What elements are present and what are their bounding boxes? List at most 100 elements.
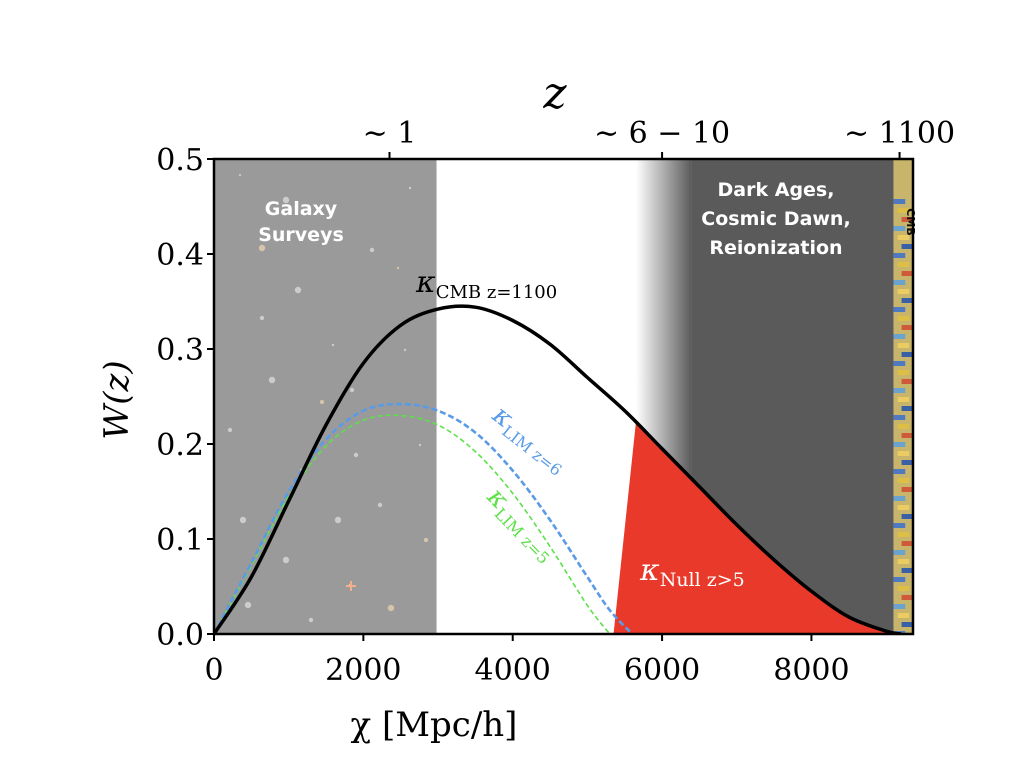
galaxy-dot [377,502,383,508]
cmb-speckle [897,208,910,213]
galaxy-surveys-label: Surveys [258,224,344,246]
cmb-speckle [901,595,913,600]
cmb-speckle [897,235,910,240]
cmb-speckle [901,244,913,249]
galaxy-dot [239,516,247,524]
cmb-speckle [893,496,906,501]
top-axis-label: z [542,68,567,119]
galaxy-surveys-region [214,159,437,634]
galaxy-dot [418,443,422,447]
cmb-speckle [901,622,913,627]
cmb-speckle [897,613,910,618]
cmb-label: CMB [904,208,917,235]
lim-z6-label-text: κLIM z=6 [484,399,574,479]
cmb-speckle [893,550,906,555]
null-region [613,422,902,634]
cmb-speckle [901,568,913,573]
lim-z5-label: κLIM z=5 [480,481,553,568]
x-tick-label: 4000 [475,653,551,688]
galaxy-dot [423,537,429,543]
axes: 0 2000 4000 6000 8000 0.0 0.1 0.2 0.3 0.4 0.5 ∼ 1 ∼ … [97,68,955,745]
null-region-label-symbol: κ [639,553,660,588]
cmb-speckle [901,271,913,276]
lim-z6-label-subscript: LIM z=6 [498,421,565,479]
cmb-curve [214,304,902,634]
top-tick-label: ∼ 1100 [844,116,955,151]
cmb-speckle [893,361,906,366]
y-tick-label: 0.0 [156,618,204,653]
galaxy-dot [316,210,320,214]
galaxy-dot [408,186,412,190]
lim-z5-curve [214,414,611,634]
cmb-speckle [897,478,910,483]
cmb-speckle [901,352,913,357]
cmb-curve-label-subscript: CMB z=1100 [436,282,558,303]
null-region-label-subscript: Null z>5 [660,569,745,591]
top-tick-label: ∼ 6 − 10 [594,116,730,151]
galaxy-dot [334,516,342,524]
galaxy-dot [319,399,325,405]
y-tick-label: 0.4 [156,238,204,273]
cmb-speckle [893,334,906,339]
cmb-speckle [893,307,906,312]
dark-ages-label: Reionization [709,237,842,259]
cmb-speckle [893,469,906,474]
galaxy-dot [282,556,290,564]
cmb-speckle [893,388,906,393]
cmb-speckle [897,505,910,510]
galaxy-dot [282,196,290,204]
cmb-speckle [893,442,906,447]
cmb-speckle [901,379,913,384]
plot-frame [212,157,915,636]
cmb-curve-label: κCMB z=1100 [415,265,557,303]
cmb-speckle [901,487,913,492]
cmb-speckle [897,586,910,591]
x-tick-label: 8000 [773,653,849,688]
cmb-speckle [901,217,913,222]
cmb-speckle [897,451,910,456]
galaxy-dot [244,601,252,609]
curves [214,304,902,634]
null-region-label-text: κNull z>5 [639,553,745,591]
y-tick-label: 0.2 [156,428,204,463]
cmb-speckle [897,316,910,321]
cmb-speckle [893,280,906,285]
cmb-speckle [901,514,913,519]
galaxy-dot [294,286,302,294]
galaxy-dot [258,244,266,252]
cmb-speckle [893,226,906,231]
cmb-speckle [893,523,906,528]
galaxy-surveys-label: Galaxy [265,198,338,220]
x-tick-label: 2000 [325,653,401,688]
cmb-speckle [893,199,906,204]
cmb-speckle [897,370,910,375]
x-axis-label: χ [Mpc/h] [351,705,518,745]
lim-z6-label: κLIM z=6 [484,399,574,479]
cmb-speckle [893,577,906,582]
y-tick-label: 0.5 [156,143,204,178]
bright-star-icon [346,581,356,591]
galaxy-dot [238,173,242,177]
galaxy-dot [331,343,335,347]
y-axis-label: W(z) [97,360,137,439]
x-tick-label: 0 [204,653,223,688]
cmb-speckle [901,298,913,303]
cmb-speckle [897,289,910,294]
cmb-speckle [901,406,913,411]
cmb-speckle [893,604,906,609]
galaxy-dot [308,617,314,623]
y-tick-label: 0.3 [156,333,204,368]
cmb-curve-label-symbol: κ [415,265,436,300]
cmb-speckle [897,397,910,402]
top-tick-label: ∼ 1 [363,116,417,151]
cmb-speckle [901,325,913,330]
dark-ages-label: Dark Ages, [718,179,835,201]
galaxy-dot [353,452,359,458]
galaxy-dot [268,376,276,384]
galaxy-dot [369,247,375,253]
cmb-speckle [893,253,906,258]
cmb-speckle [901,460,913,465]
galaxy-dot [403,348,407,352]
galaxy-dot [396,266,400,270]
galaxy-dot [259,315,265,321]
